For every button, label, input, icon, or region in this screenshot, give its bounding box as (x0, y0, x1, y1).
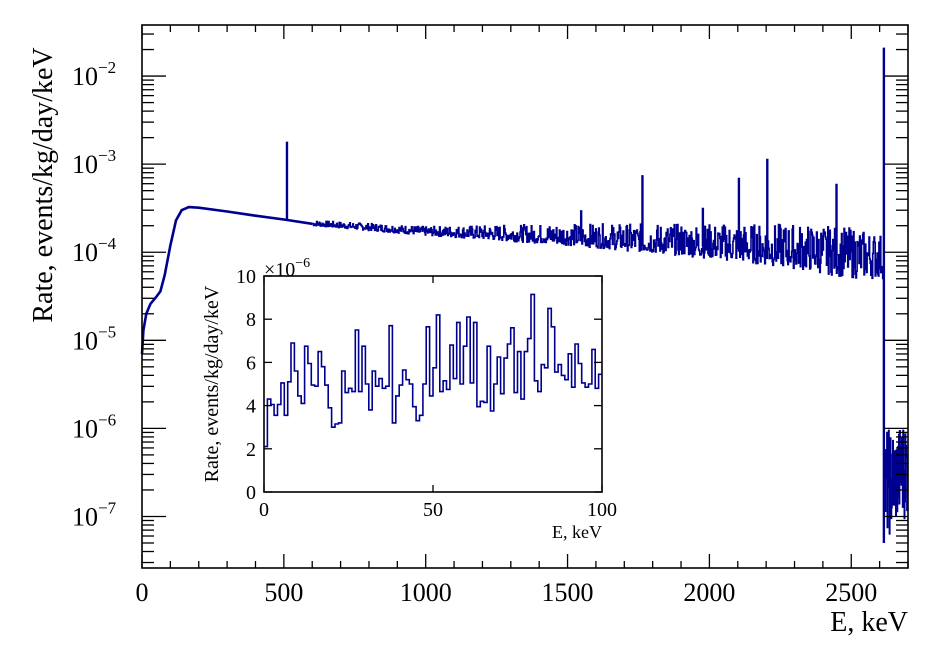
inset-y-tick-label: 0 (246, 482, 256, 504)
y-tick-label: 10−3 (72, 146, 116, 179)
x-tick-label: 1000 (400, 578, 452, 607)
main-x-tick-labels: 0 500 1000 1500 2000 2500 (136, 578, 878, 607)
x-tick-label: 2500 (825, 578, 877, 607)
inset-x-axis-title: E, keV (552, 522, 602, 542)
inset-axis-ticks (263, 275, 603, 493)
inset-y-tick-label: 4 (246, 396, 256, 418)
tail-spectrum (884, 429, 909, 535)
inset-x-tick-label: 0 (259, 499, 269, 521)
inset-x-tick-labels: 0 50 100 (259, 499, 617, 521)
y-tick-label: 10−6 (72, 410, 116, 443)
main-frame (141, 24, 909, 569)
inset-y-multiplier: ×10−6 (264, 256, 310, 281)
inset-y-axis-title: Rate, events/kg/day/keV (201, 285, 223, 482)
main-x-axis-title: E, keV (830, 607, 908, 638)
inset-histogram (264, 293, 602, 448)
x-tick-label: 2000 (683, 578, 735, 607)
main-plot: 0 500 1000 1500 2000 2500 10−210−310−410−510−… (28, 24, 909, 638)
x-tick-label: 500 (264, 578, 303, 607)
inset-x-tick-label: 50 (423, 499, 443, 521)
y-tick-label: 10−5 (72, 322, 116, 355)
main-spectrum (140, 47, 909, 543)
y-tick-label: 10−2 (72, 58, 116, 91)
fluctuating-spectrum (312, 220, 884, 280)
y-tick-label: 10−4 (72, 234, 117, 267)
inset-y-tick-label: 8 (246, 309, 256, 331)
inset-y-tick-label: 6 (246, 352, 256, 374)
inset-y-tick-label: 2 (246, 439, 256, 461)
y-tick-label: 10−7 (72, 498, 117, 531)
inset-plot: 0 50 100 0 2 4 6 8 10 ×10−6 E, keV Rate, events… (201, 256, 617, 542)
inset-y-tick-label: 10 (236, 266, 256, 288)
inset-x-tick-label: 100 (587, 499, 617, 521)
continuum-line (140, 205, 313, 355)
inset-histogram-line (264, 293, 602, 448)
main-y-tick-labels: 10−2 10−3 10−4 10−5 10−6 10−7 (72, 58, 117, 531)
inset-y-tick-labels: 0 2 4 6 8 10 (236, 266, 256, 504)
main-y-axis-title: Rate, events/kg/day/keV (28, 47, 59, 322)
x-tick-label: 1500 (542, 578, 594, 607)
x-tick-label: 0 (136, 578, 149, 607)
main-axis-ticks (141, 25, 909, 568)
